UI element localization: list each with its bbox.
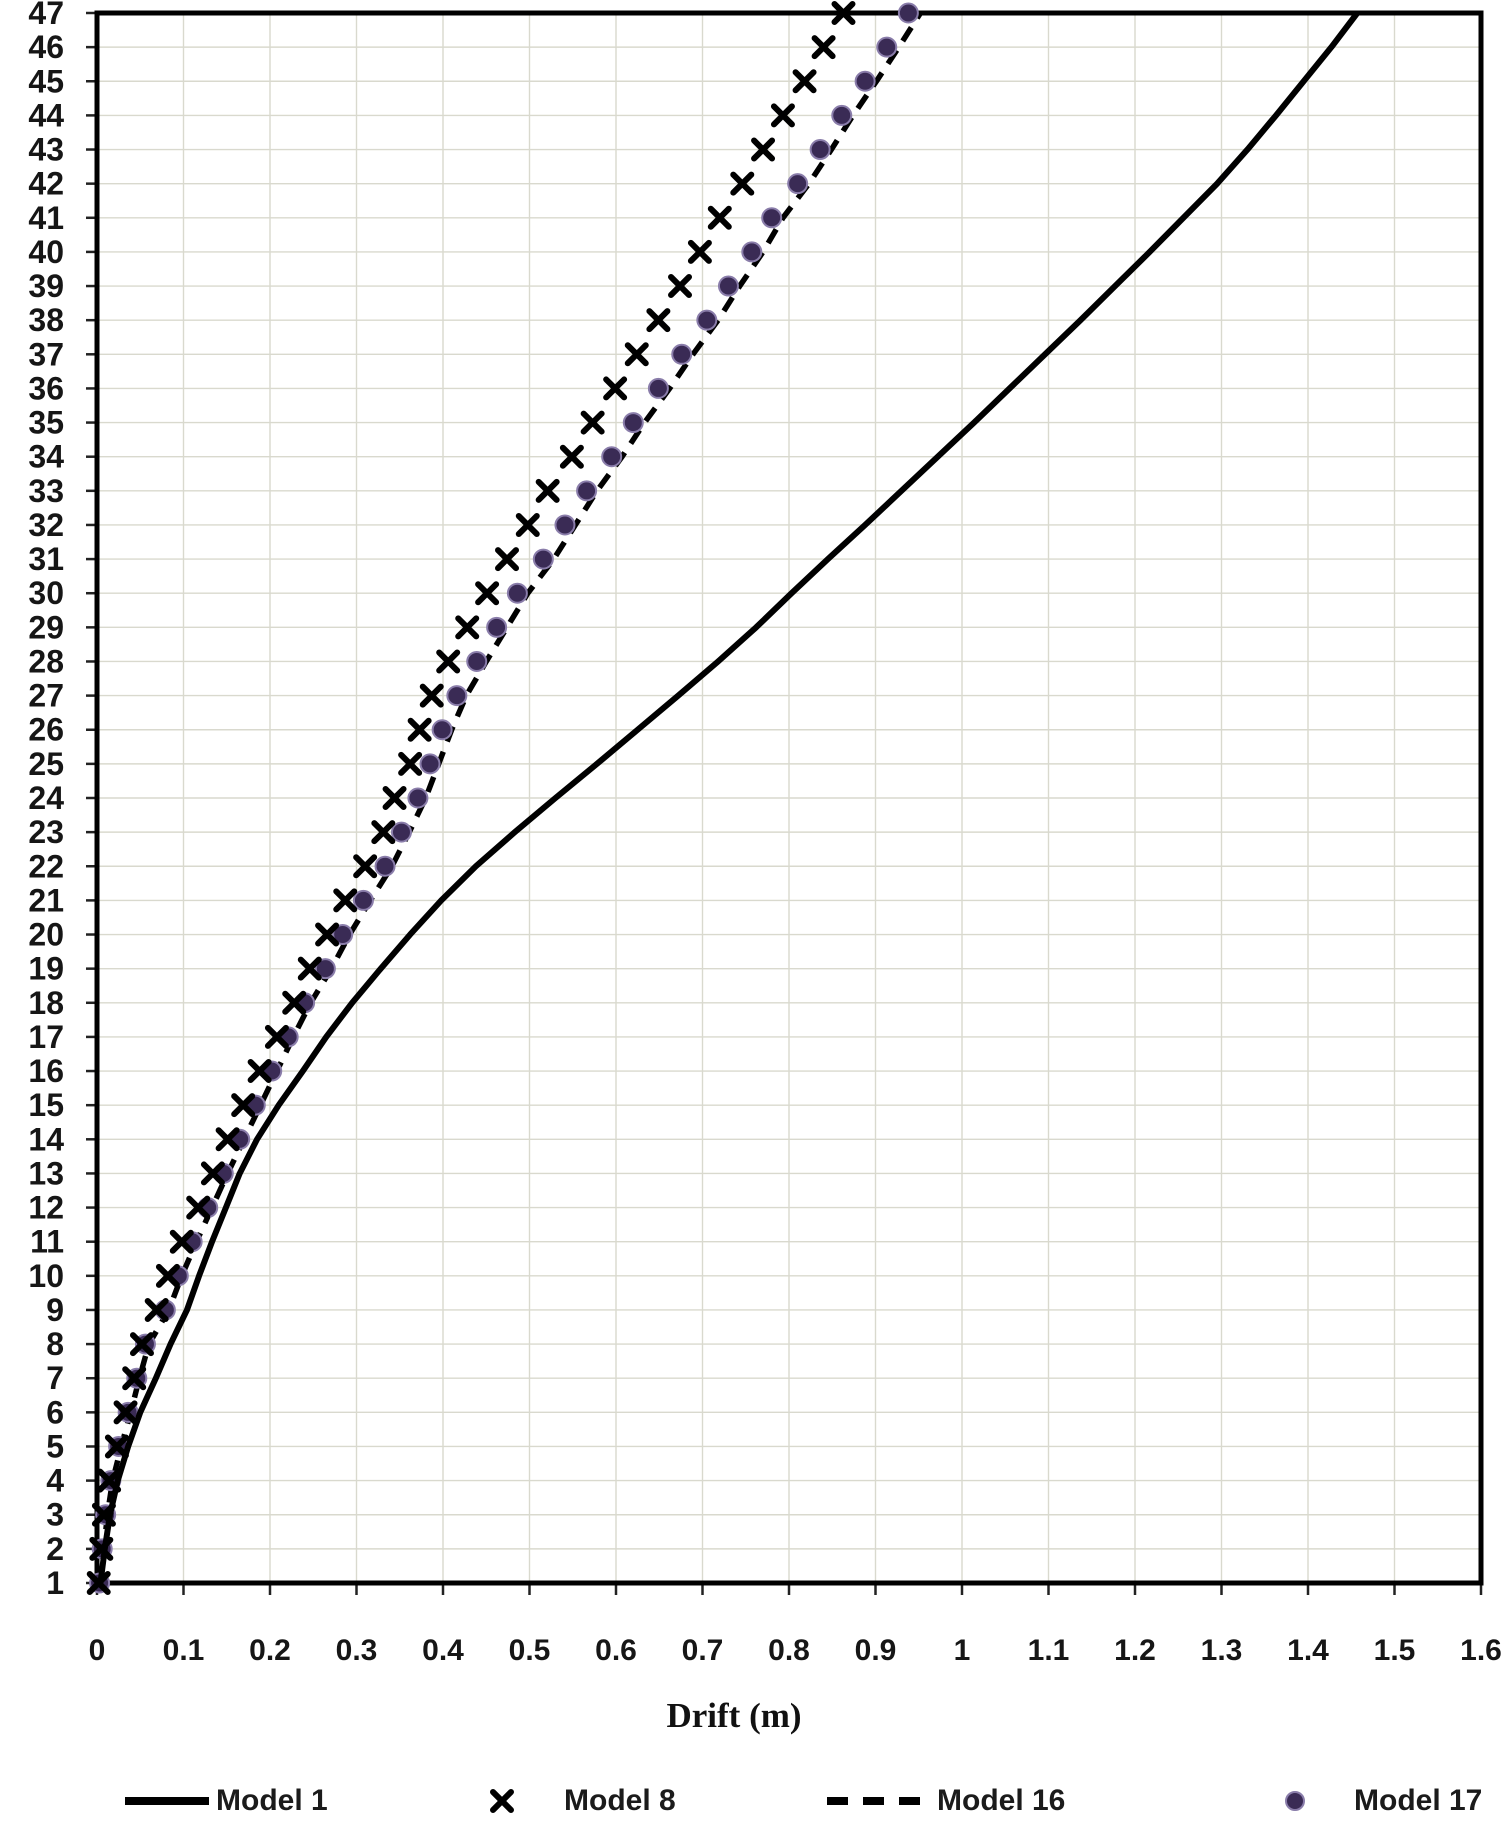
svg-text:18: 18 xyxy=(28,985,64,1021)
axis-ticks xyxy=(86,11,1483,1595)
svg-text:45: 45 xyxy=(28,63,64,99)
legend-label-model-16: Model 16 xyxy=(937,1784,1066,1817)
gridlines xyxy=(96,12,1482,1584)
legend-label-model-1: Model 1 xyxy=(216,1784,328,1817)
svg-text:0.5: 0.5 xyxy=(509,1634,551,1667)
y-axis-tick-labels: 1234567891011121314151617181920212223242… xyxy=(28,0,64,1601)
svg-text:12: 12 xyxy=(28,1190,64,1226)
svg-text:1.6: 1.6 xyxy=(1460,1634,1502,1667)
svg-text:46: 46 xyxy=(28,29,64,65)
svg-text:6: 6 xyxy=(46,1394,64,1430)
svg-text:1.2: 1.2 xyxy=(1114,1634,1156,1667)
svg-text:19: 19 xyxy=(28,951,64,987)
svg-text:10: 10 xyxy=(28,1258,64,1294)
svg-text:0.9: 0.9 xyxy=(855,1634,897,1667)
series-model-1-line xyxy=(97,11,1360,1584)
svg-text:0.7: 0.7 xyxy=(682,1634,724,1667)
dot-marker-swatch xyxy=(1285,1791,1305,1811)
dashed-line-swatch xyxy=(827,1797,932,1805)
svg-text:43: 43 xyxy=(28,132,64,168)
svg-text:4: 4 xyxy=(46,1463,64,1499)
svg-text:8: 8 xyxy=(46,1326,64,1362)
svg-text:13: 13 xyxy=(28,1155,64,1191)
svg-text:25: 25 xyxy=(28,746,64,782)
svg-text:9: 9 xyxy=(46,1292,64,1328)
svg-text:29: 29 xyxy=(28,609,64,645)
svg-text:23: 23 xyxy=(28,814,64,850)
svg-text:35: 35 xyxy=(28,405,64,441)
svg-text:40: 40 xyxy=(28,234,64,270)
svg-text:5: 5 xyxy=(46,1428,64,1464)
svg-text:34: 34 xyxy=(28,439,64,475)
legend-label-model-8: Model 8 xyxy=(564,1784,676,1817)
svg-text:32: 32 xyxy=(28,507,64,543)
svg-text:0.2: 0.2 xyxy=(249,1634,291,1667)
svg-text:26: 26 xyxy=(28,712,64,748)
svg-text:47: 47 xyxy=(28,0,64,31)
svg-text:39: 39 xyxy=(28,268,64,304)
legend-item-model-17: Model 17 xyxy=(1282,1778,1482,1824)
svg-text:30: 30 xyxy=(28,575,64,611)
svg-text:0.6: 0.6 xyxy=(595,1634,637,1667)
svg-text:0.1: 0.1 xyxy=(163,1634,205,1667)
x-marker-swatch xyxy=(490,1789,514,1813)
legend-item-model-8: Model 8 xyxy=(488,1778,676,1824)
legend-item-model-16: Model 16 xyxy=(824,1778,1065,1824)
svg-text:0.3: 0.3 xyxy=(336,1634,378,1667)
solid-line-swatch xyxy=(125,1797,209,1805)
svg-text:44: 44 xyxy=(28,97,64,133)
svg-text:37: 37 xyxy=(28,336,64,372)
svg-text:1: 1 xyxy=(46,1565,64,1601)
svg-text:0.8: 0.8 xyxy=(768,1634,810,1667)
svg-text:42: 42 xyxy=(28,166,64,202)
series-model-16-line xyxy=(97,11,923,1584)
svg-text:1.5: 1.5 xyxy=(1374,1634,1416,1667)
svg-text:22: 22 xyxy=(28,848,64,884)
svg-text:27: 27 xyxy=(28,678,64,714)
svg-text:16: 16 xyxy=(28,1053,64,1089)
x-axis-title: Drift (m) xyxy=(666,1696,801,1735)
legend: Model 1 Model 8 Model 16 Model 17 xyxy=(0,1778,1510,1824)
svg-text:3: 3 xyxy=(46,1497,64,1533)
svg-text:2: 2 xyxy=(46,1531,64,1567)
svg-text:36: 36 xyxy=(28,370,64,406)
svg-text:11: 11 xyxy=(30,1224,64,1260)
svg-text:38: 38 xyxy=(28,302,64,338)
x-axis-tick-labels: 0 0.1 0.2 0.3 0.4 0.5 0.6 0.7 0.8 0.9 1 1.1 1.2 1.3 1.… xyxy=(89,1634,1502,1667)
svg-text:15: 15 xyxy=(28,1087,64,1123)
svg-text:24: 24 xyxy=(28,780,64,816)
svg-text:1.4: 1.4 xyxy=(1287,1634,1329,1667)
svg-text:41: 41 xyxy=(28,200,64,236)
svg-text:20: 20 xyxy=(28,917,64,953)
svg-text:1.3: 1.3 xyxy=(1201,1634,1243,1667)
svg-text:0: 0 xyxy=(89,1634,106,1667)
plot-frame xyxy=(94,10,1484,1586)
svg-text:21: 21 xyxy=(28,882,64,918)
legend-item-model-1: Model 1 xyxy=(122,1778,328,1824)
svg-text:28: 28 xyxy=(28,643,64,679)
svg-text:7: 7 xyxy=(46,1360,64,1396)
legend-label-model-17: Model 17 xyxy=(1354,1784,1483,1817)
svg-text:0.4: 0.4 xyxy=(422,1634,464,1667)
svg-text:31: 31 xyxy=(28,541,64,577)
svg-text:14: 14 xyxy=(28,1121,64,1157)
svg-text:33: 33 xyxy=(28,473,64,509)
svg-text:1: 1 xyxy=(954,1634,971,1667)
series-model-8-markers xyxy=(86,1,856,1595)
svg-text:1.1: 1.1 xyxy=(1028,1634,1070,1667)
svg-text:17: 17 xyxy=(28,1019,64,1055)
